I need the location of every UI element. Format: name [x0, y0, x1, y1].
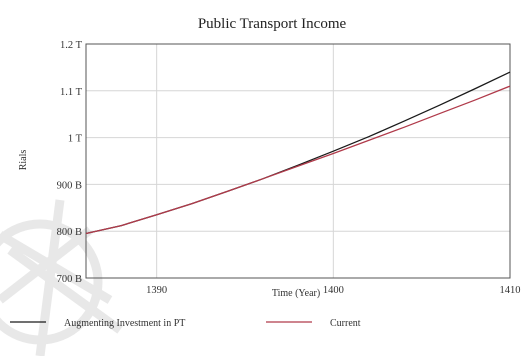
- chart-title: Public Transport Income: [198, 16, 347, 32]
- y-tick-label: 700 B: [57, 274, 82, 285]
- legend: Augmenting Investment in PT Current: [10, 318, 361, 329]
- y-tick-label: 1.2 T: [60, 40, 83, 51]
- series-line-augmenting: [85, 71, 511, 235]
- y-tick-label: 1.1 T: [60, 87, 83, 98]
- plot-frame: [85, 43, 511, 279]
- watermark-graphic: [0, 199, 123, 356]
- x-tick-label: 1400: [323, 285, 344, 296]
- x-axis-label: Time (Year): [272, 288, 320, 299]
- legend-label-current: Current: [330, 318, 361, 329]
- x-tick-label: 1390: [146, 285, 167, 296]
- y-tick-label: 900 B: [57, 180, 82, 191]
- y-tick-label: 1 T: [68, 134, 83, 145]
- y-axis-label: Rials: [18, 150, 29, 171]
- plot-area: 700 B 800 B 900 B 1 T 1.1 T 1.2 T 1390 1400 1410: [57, 40, 521, 296]
- y-tick-label: 800 B: [57, 227, 82, 238]
- legend-label-augmenting: Augmenting Investment in PT: [64, 318, 185, 329]
- series-line-current: [85, 85, 511, 235]
- x-tick-label: 1410: [500, 285, 521, 296]
